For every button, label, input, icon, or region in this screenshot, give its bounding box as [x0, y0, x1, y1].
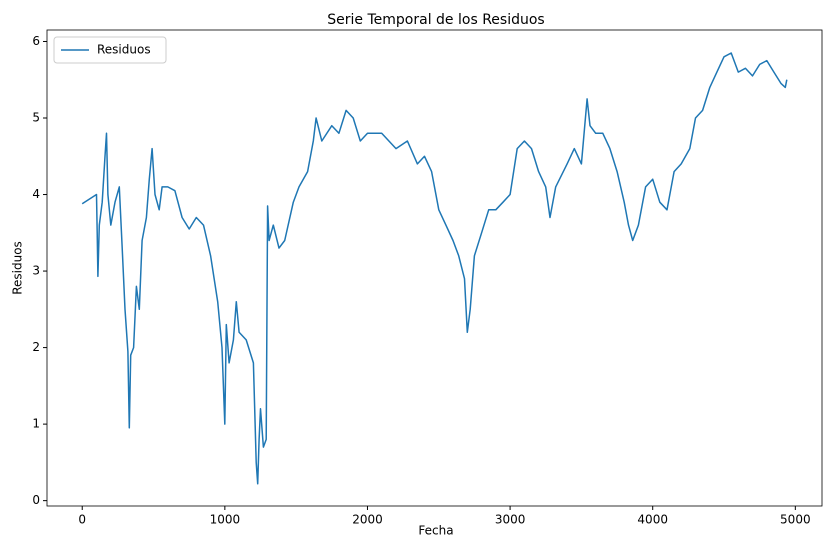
y-tick-label: 4	[32, 187, 40, 201]
x-tick-label: 2000	[352, 513, 383, 527]
legend-label: Residuos	[97, 43, 151, 57]
plot-frame	[46, 29, 823, 507]
chart-title: Serie Temporal de los Residuos	[327, 12, 544, 28]
x-tick-label: 0	[78, 513, 86, 527]
y-tick-label: 2	[32, 340, 40, 354]
x-tick-label: 1000	[210, 513, 241, 527]
y-axis-label: Residuos	[11, 241, 25, 295]
x-axis-label: Fecha	[418, 524, 453, 538]
line	[81, 52, 788, 485]
y-tick-label: 6	[32, 34, 40, 48]
x-tick-label: 3000	[495, 513, 526, 527]
x-tick-label: 5000	[780, 513, 811, 527]
y-tick-label: 0	[32, 493, 40, 507]
y-tick-label: 3	[32, 264, 40, 278]
y-tick-label: 1	[32, 417, 40, 431]
legend-box	[53, 36, 167, 64]
x-tick-label: 4000	[637, 513, 668, 527]
y-tick-label: 5	[32, 111, 40, 125]
